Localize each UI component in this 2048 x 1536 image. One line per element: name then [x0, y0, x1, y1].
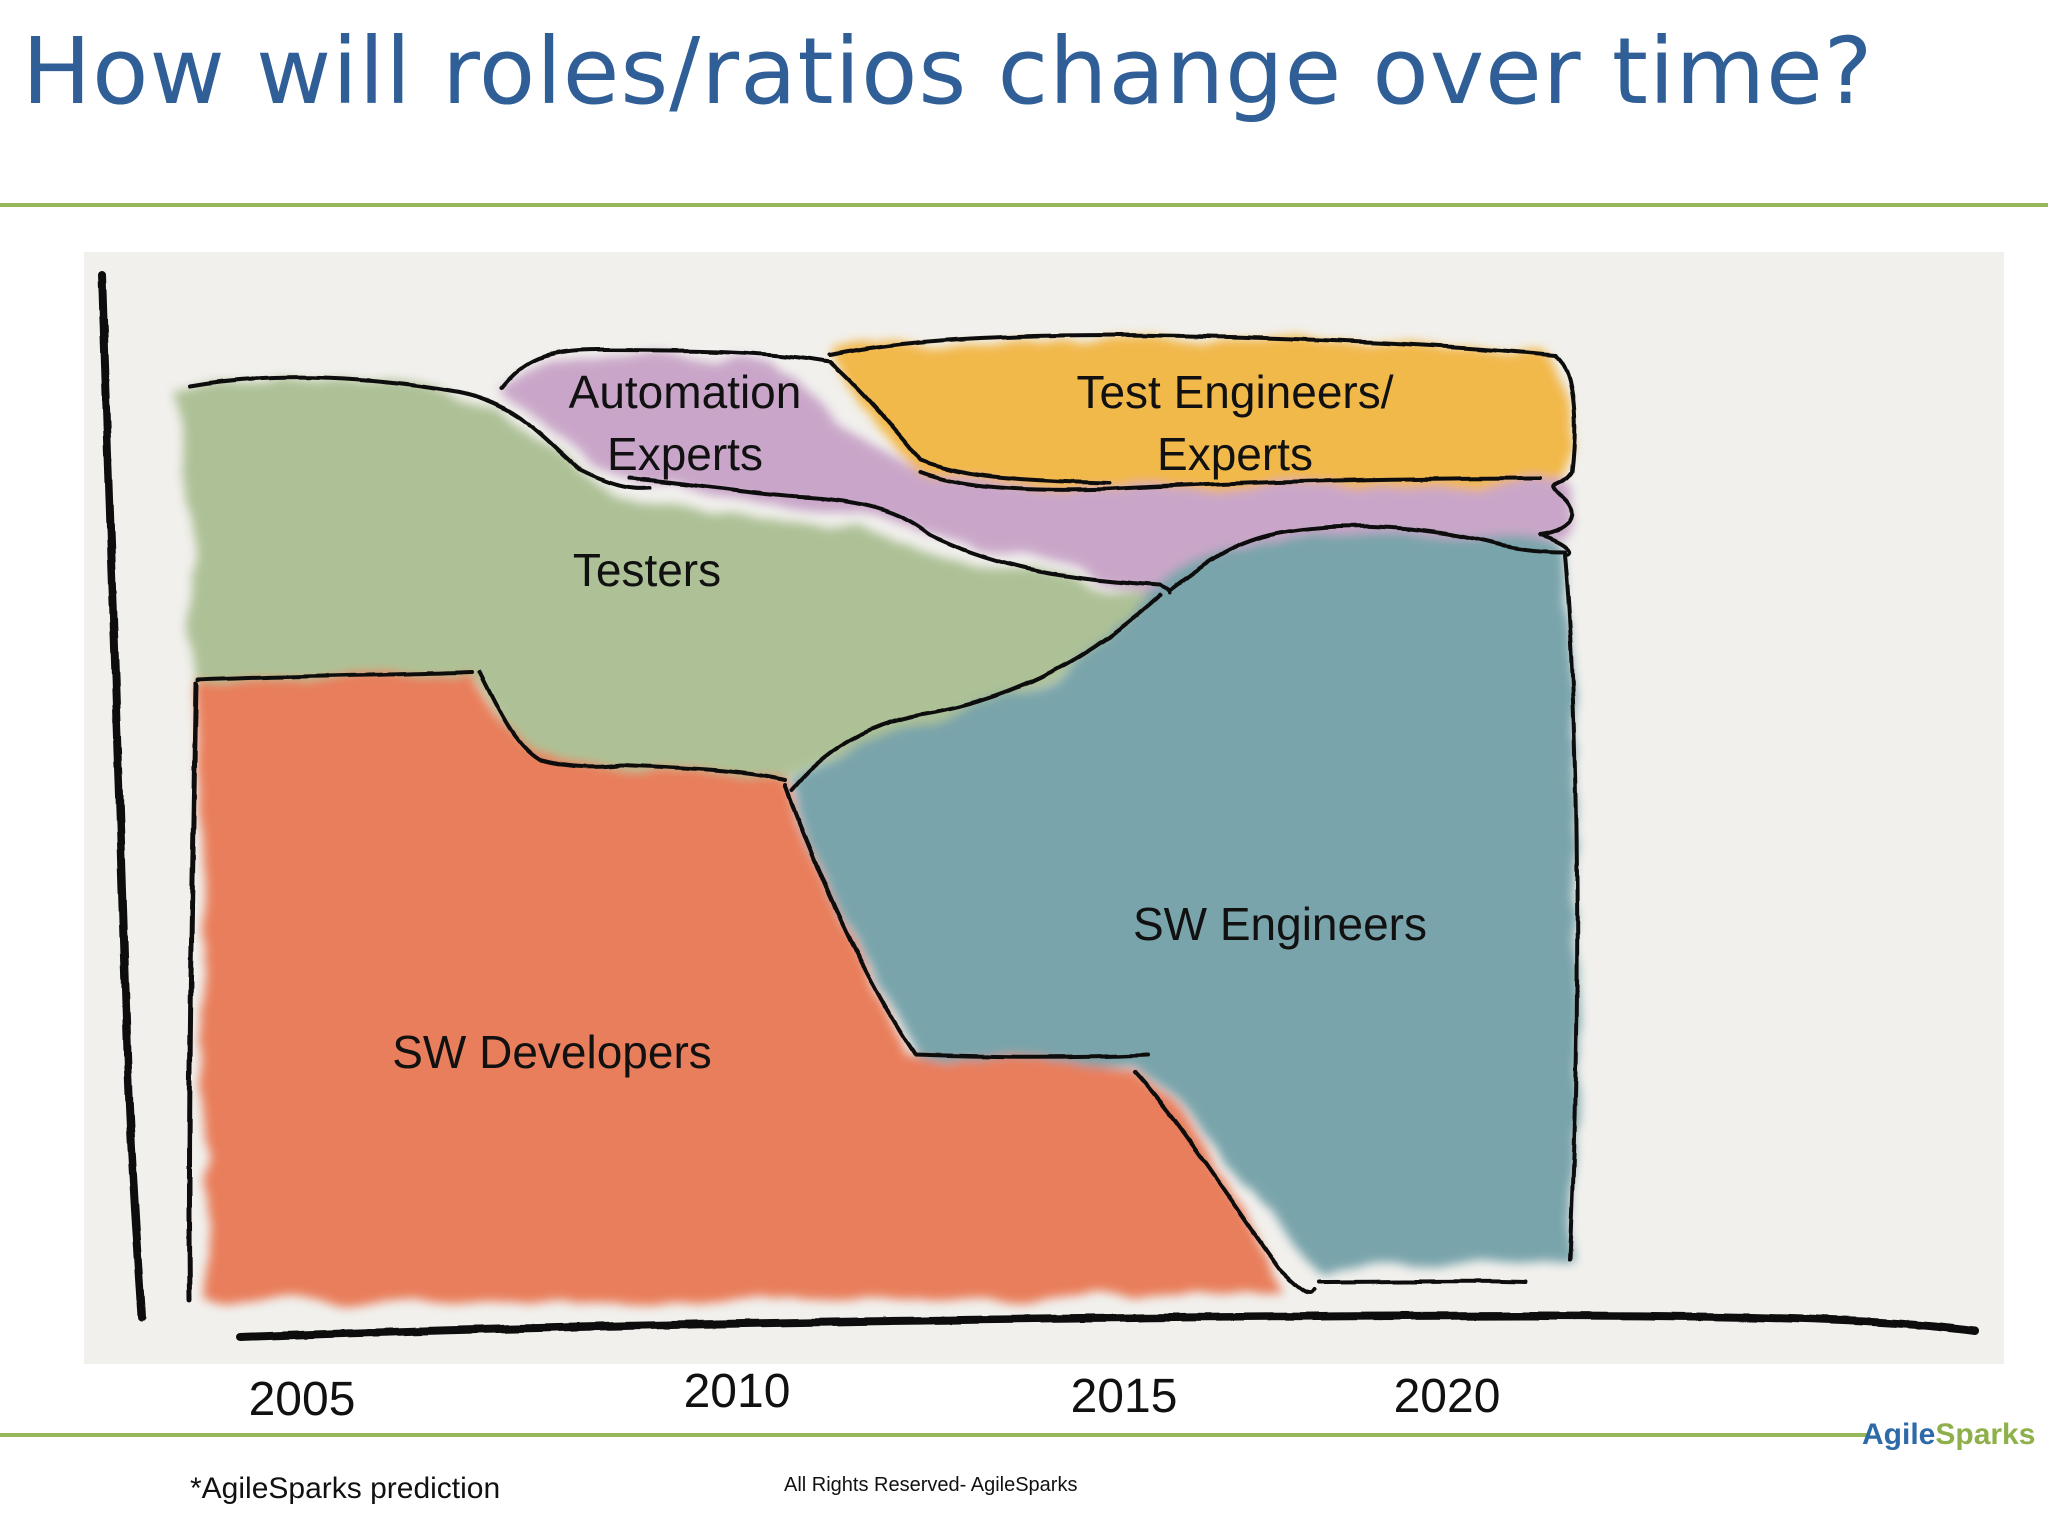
y-axis-line: [98, 271, 146, 1322]
label-automation-line2: Experts: [607, 428, 763, 480]
automation-top-outline: [500, 348, 1112, 485]
developers-right-outline: [783, 783, 1527, 1296]
area-sw-developers: [200, 675, 1280, 1302]
developers-left-outline: [186, 681, 199, 1303]
logo-part-agile: Agile: [1862, 1418, 1936, 1451]
agilesparks-logo: AgileSparks: [1862, 1418, 2035, 1452]
sw-engineers-top-outline: [1168, 524, 1567, 592]
label-sw-developers: SW Developers: [392, 1026, 712, 1078]
test-engineers-bottom-outline: [918, 470, 1542, 492]
developers-top-outline: [196, 670, 787, 782]
area-test-engineers: [830, 338, 1572, 488]
test-engineers-top-outline: [828, 333, 1557, 357]
logo-part-sparks: Sparks: [1935, 1418, 2036, 1451]
area-automation: [505, 352, 1572, 595]
area-sw-engineers: [790, 533, 1579, 1268]
label-sw-engineers: SW Engineers: [1133, 898, 1427, 950]
x-tick-2005: 2005: [249, 1373, 356, 1426]
bottom-divider: [0, 1433, 1870, 1437]
label-test-engineers-line1: Test Engineers/: [1076, 366, 1393, 418]
testers-top-outline: [188, 375, 1172, 594]
x-tick-2010: 2010: [684, 1365, 791, 1418]
sketch-outlines: [98, 271, 1979, 1341]
right-edge-outline: [1538, 353, 1580, 1262]
x-axis-line: [236, 1311, 1979, 1341]
footnote: *AgileSparks prediction: [190, 1472, 501, 1505]
x-tick-labels: 2005 2010 2015 2020: [249, 1365, 1501, 1426]
area-testers: [180, 379, 1150, 785]
top-divider: [0, 203, 2048, 207]
slide-title: How will roles/ratios change over time?: [22, 18, 1874, 125]
label-automation-line1: Automation: [569, 366, 802, 418]
sw-engineers-left-outline: [790, 593, 1162, 792]
copyright-text: All Rights Reserved- AgileSparks: [784, 1474, 1078, 1496]
x-tick-2015: 2015: [1071, 1370, 1178, 1423]
label-test-engineers-line2: Experts: [1157, 428, 1313, 480]
area-labels: Automation Experts Test Engineers/ Exper…: [392, 366, 1427, 1078]
label-testers: Testers: [573, 544, 721, 596]
x-tick-2020: 2020: [1394, 1370, 1501, 1423]
area-layer: [180, 338, 1579, 1302]
